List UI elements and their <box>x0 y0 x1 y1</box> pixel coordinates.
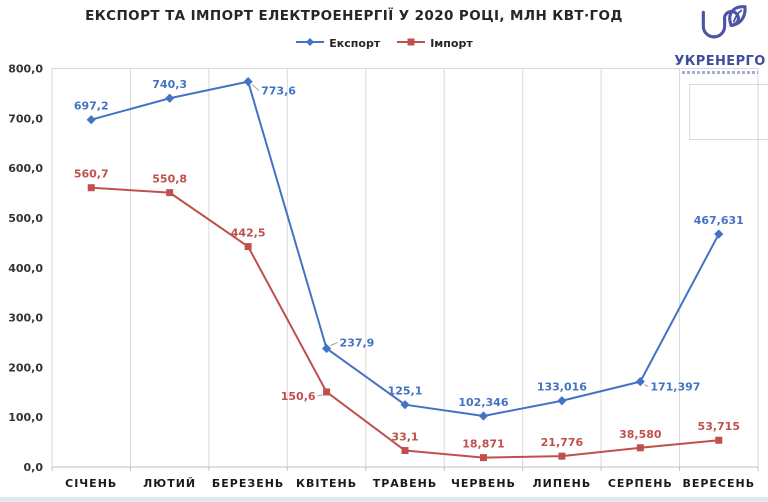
data-label: 33,1 <box>391 431 418 444</box>
x-axis-label: КВІТЕНЬ <box>296 477 357 490</box>
data-point-square <box>715 436 723 444</box>
ukrenergo-logo: УКРЕНЕРГО <box>674 4 766 74</box>
x-axis-label: ТРАВЕНЬ <box>373 477 438 490</box>
data-label: 171,397 <box>650 381 700 394</box>
legend-swatch <box>397 38 426 46</box>
chart-legend: Експорт Імпорт <box>0 37 768 50</box>
y-tick-label: 600,0 <box>8 162 43 175</box>
x-axis-label: ЛЮТИЙ <box>143 477 196 490</box>
x-axis-label: СЕРПЕНЬ <box>608 477 673 490</box>
import-line-square-icon <box>396 37 426 50</box>
x-axis-label: БЕРЕЗЕНЬ <box>212 477 284 490</box>
data-label: 773,6 <box>261 85 296 98</box>
x-axis-label: СІЧЕНЬ <box>65 477 117 490</box>
y-tick-label: 300,0 <box>8 312 43 325</box>
data-point-square <box>479 454 487 462</box>
data-point-square <box>558 452 566 460</box>
data-label: 740,3 <box>152 78 187 91</box>
data-label: 38,580 <box>619 428 662 441</box>
label-leader-line <box>317 394 323 397</box>
data-label: 442,5 <box>231 227 266 240</box>
data-point-diamond <box>557 396 567 406</box>
series-line-import <box>90 186 720 459</box>
legend-label-import: Імпорт <box>430 37 473 50</box>
data-point-square <box>323 388 331 396</box>
label-leader-line <box>251 84 260 92</box>
data-point-diamond <box>321 343 332 354</box>
y-tick-label: 100,0 <box>8 411 43 424</box>
label-leader-line <box>644 384 649 388</box>
y-tick-label: 400,0 <box>8 262 43 275</box>
data-point-diamond <box>86 115 96 125</box>
export-line-diamond-icon <box>295 37 325 50</box>
y-tick-label: 0,0 <box>24 461 44 474</box>
x-axis-label: ЧЕРВЕНЬ <box>451 477 516 490</box>
data-label: 550,8 <box>152 173 187 186</box>
data-label: 467,631 <box>694 214 744 227</box>
data-point-diamond <box>478 411 489 421</box>
legend-item-import: Імпорт <box>396 37 473 50</box>
data-label: 18,871 <box>462 438 504 451</box>
y-tick-label: 700,0 <box>8 112 43 125</box>
y-tick-label: 800,0 <box>8 63 43 76</box>
data-point-diamond <box>714 229 724 239</box>
data-point-square <box>87 184 95 192</box>
data-label: 237,9 <box>340 336 375 349</box>
data-point-square <box>244 243 252 251</box>
data-label: 125,1 <box>388 385 423 398</box>
logo-frame <box>689 84 768 140</box>
data-point-diamond <box>243 77 253 87</box>
data-label: 697,2 <box>74 100 109 113</box>
x-axis-label: ЛИПЕНЬ <box>533 477 592 490</box>
y-tick-label: 500,0 <box>8 212 43 225</box>
data-point-square <box>166 189 174 197</box>
legend-label-export: Експорт <box>329 37 381 50</box>
data-label: 21,776 <box>541 436 584 449</box>
logo-wordmark: УКРЕНЕРГО <box>674 54 766 69</box>
ukrenergo-monogram-icon <box>701 5 747 39</box>
data-label: 53,715 <box>698 420 740 433</box>
bottom-strip <box>0 497 768 502</box>
chart-title: ЕКСПОРТ ТА ІМПОРТ ЕЛЕКТРОЕНЕРГІЇ У 2020 … <box>85 8 623 24</box>
data-point-square <box>401 447 409 455</box>
data-point-diamond <box>635 377 645 387</box>
legend-item-export: Експорт <box>295 37 380 50</box>
legend-swatch <box>296 38 325 46</box>
data-point-diamond <box>400 400 410 410</box>
logo-tagline <box>682 71 758 74</box>
data-label: 102,346 <box>458 396 508 409</box>
data-point-square <box>636 444 644 452</box>
data-point-diamond <box>165 93 175 103</box>
data-label: 133,016 <box>537 381 587 394</box>
label-leader-line <box>330 342 338 346</box>
y-tick-label: 200,0 <box>8 361 43 374</box>
x-axis-label: ВЕРЕСЕНЬ <box>682 477 755 490</box>
data-label: 560,7 <box>74 168 109 181</box>
data-label: 150,6 <box>281 390 316 403</box>
series-line-export <box>90 80 720 418</box>
